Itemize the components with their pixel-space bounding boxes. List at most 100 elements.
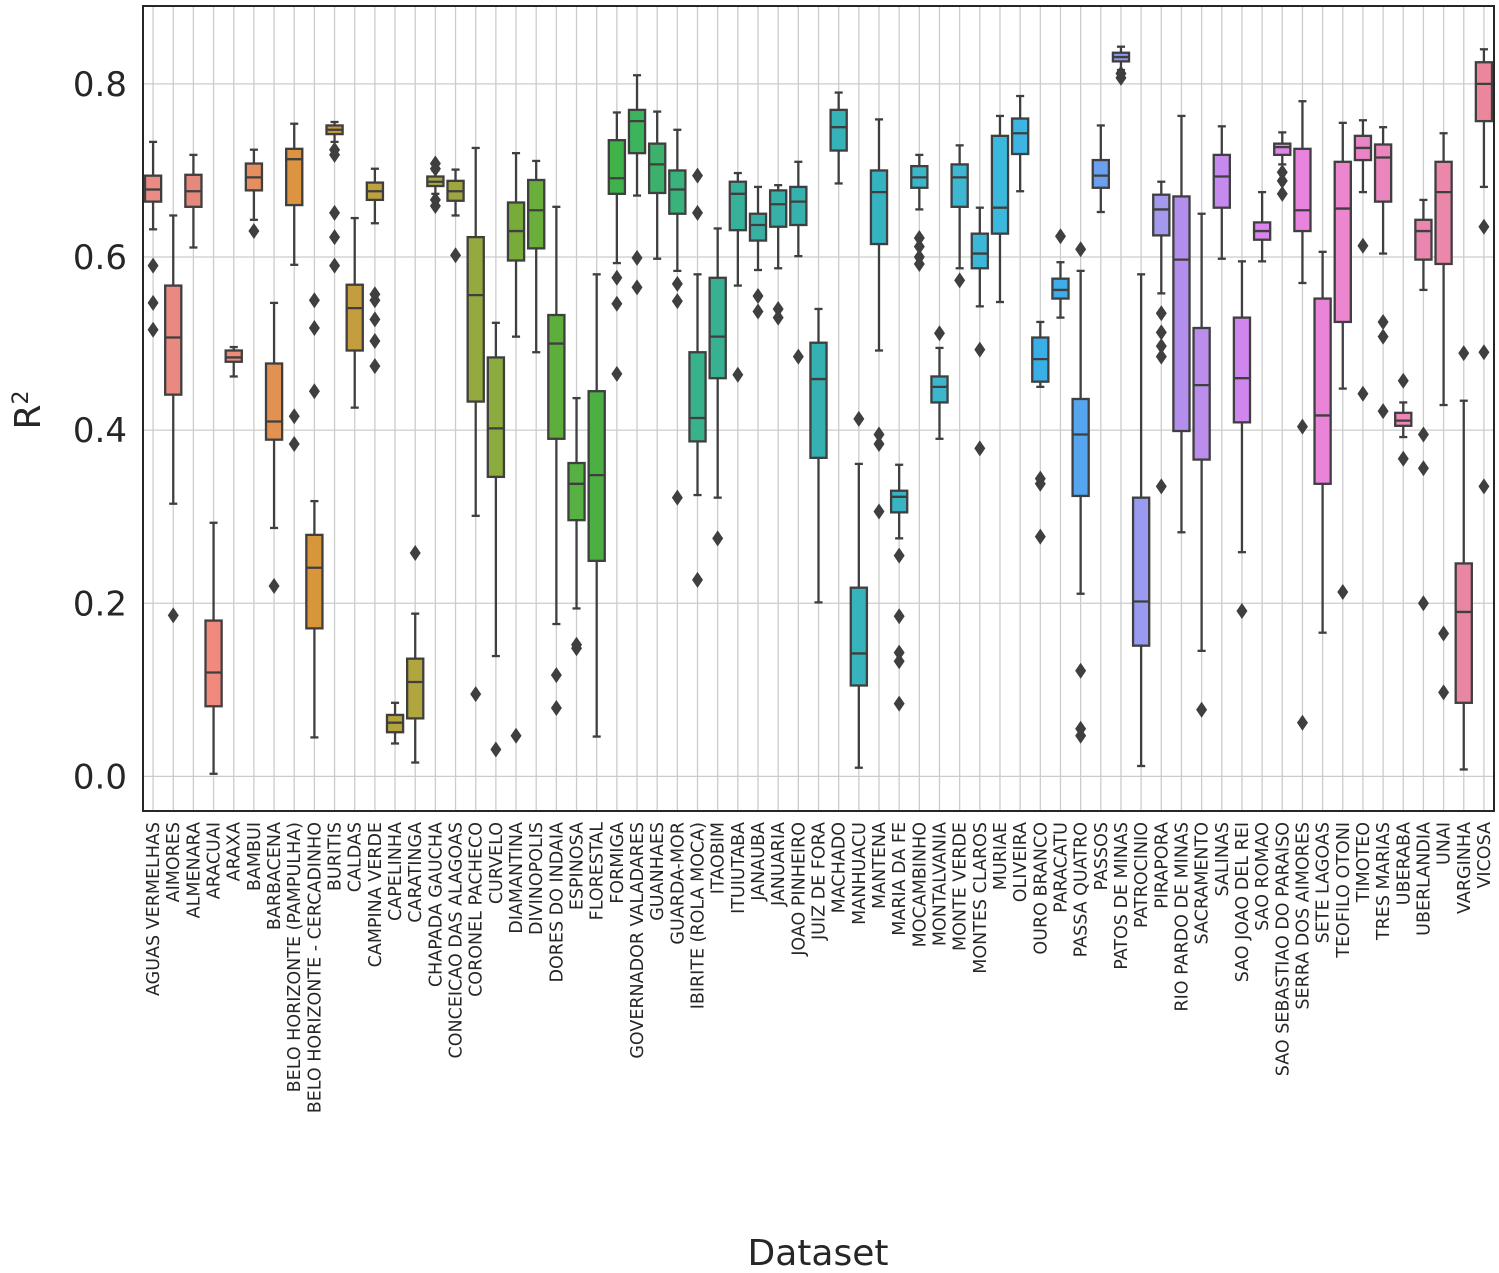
x-tick-label: BAMBUI <box>245 822 265 891</box>
outlier-point <box>631 279 643 296</box>
outlier-point <box>369 292 381 309</box>
box-campina-verde <box>365 167 385 375</box>
outlier-point <box>913 255 925 272</box>
x-tick-label: GUARDA-MOR <box>668 822 688 945</box>
box-montalvania <box>930 325 949 440</box>
iqr-box <box>1071 397 1090 498</box>
iqr-box <box>1474 61 1494 123</box>
x-tick-label: JUIZ DE FORA <box>810 822 830 941</box>
outlier-point <box>1155 324 1167 341</box>
outlier-point <box>550 667 562 684</box>
outlier-point <box>329 204 341 221</box>
x-tick-label: DIVINOPOLIS <box>527 822 547 935</box>
outlier-point <box>611 269 623 286</box>
box-janauba <box>748 185 768 320</box>
box-juiz-de-fora <box>809 307 828 604</box>
iqr-box <box>1152 193 1171 237</box>
x-tick-label: BELO HORIZONTE - CERCADINHO <box>305 822 325 1113</box>
outlier-point <box>550 699 562 716</box>
outlier-point <box>308 383 320 400</box>
outlier-point <box>329 229 341 246</box>
outlier-point <box>1296 714 1308 731</box>
box-chapada-gaucha <box>426 155 445 214</box>
outlier-point <box>792 348 804 365</box>
box-tres-marias <box>1373 126 1393 420</box>
y-axis-title-main: R <box>8 404 49 429</box>
box-divinopolis <box>526 159 546 354</box>
box-monte-verde <box>950 144 969 289</box>
box-governador-valadares <box>627 74 647 296</box>
box-timoteo <box>1353 119 1373 402</box>
outlier-point <box>974 440 986 457</box>
x-tick-label: FORMIGA <box>608 822 628 904</box>
iqr-box <box>869 169 889 246</box>
x-tick-label: ALMENARA <box>184 822 204 918</box>
outlier-point <box>1155 478 1167 495</box>
x-tick-label: TIMOTEO <box>1354 822 1374 903</box>
outlier-point <box>631 249 643 266</box>
box-sao-joao-del-rei <box>1232 260 1252 620</box>
x-tick-label: OURO BRANCO <box>1031 822 1051 955</box>
x-tick-label: SERRA DOS AIMORES <box>1293 822 1313 1010</box>
box-passos <box>1091 124 1111 214</box>
box-sao-sebastiao-do-paraiso <box>1273 131 1292 202</box>
iqr-box <box>748 212 768 242</box>
iqr-box <box>1172 195 1191 433</box>
iqr-box <box>1212 153 1231 209</box>
outlier-point <box>1458 345 1470 362</box>
iqr-box <box>567 461 586 522</box>
x-tick-label: MURIAE <box>991 822 1011 890</box>
x-tick-label: MONTALVANIA <box>930 822 950 946</box>
outlier-point <box>1034 475 1046 492</box>
x-tick-label: VICOSA <box>1475 822 1495 889</box>
outlier-point <box>611 295 623 312</box>
iqr-box <box>1454 562 1473 704</box>
outlier-point <box>1196 701 1208 718</box>
x-tick-label: CAMPINA VERDE <box>366 822 386 967</box>
x-tick-label: OLIVEIRA <box>1011 822 1031 902</box>
outlier-point <box>1417 460 1429 477</box>
y-tick-label-0.4: 0.4 <box>73 411 127 451</box>
outlier-point <box>369 311 381 328</box>
x-tick-label: SAO SEBASTIAO DO PARAISO <box>1273 822 1293 1076</box>
outlier-point <box>732 366 744 383</box>
outlier-point <box>167 607 179 624</box>
iqr-box <box>1414 218 1433 261</box>
iqr-box <box>728 180 748 232</box>
outlier-point <box>671 275 683 292</box>
x-tick-label: ITUIUTABA <box>729 822 749 914</box>
iqr-box <box>950 163 969 208</box>
outlier-point <box>1377 328 1389 345</box>
box-rio-pardo-de-minas <box>1172 114 1191 534</box>
outlier-point <box>1478 344 1490 361</box>
box-capelinha <box>385 701 405 745</box>
box-itaobim <box>708 227 727 547</box>
x-tick-label: MARIA DA FE <box>890 822 910 936</box>
iqr-box <box>849 586 869 687</box>
x-tick-label: TRES MARIAS <box>1374 822 1394 941</box>
box-coronel-pacheco <box>466 146 485 703</box>
box-espinosa <box>567 396 586 657</box>
outlier-point <box>429 197 441 214</box>
iqr-box <box>1313 297 1332 485</box>
box-aracuai <box>204 521 223 775</box>
iqr-box <box>647 142 667 195</box>
iqr-box <box>829 108 848 152</box>
x-tick-label: CARATINGA <box>406 822 426 923</box>
x-tick-label: MONTES CLAROS <box>971 822 991 974</box>
box-buritis <box>325 120 344 274</box>
iqr-box <box>164 284 183 396</box>
box-passa-quatro <box>1071 241 1090 744</box>
iqr-box <box>406 657 425 720</box>
box-joao-pinheiro <box>789 160 808 365</box>
iqr-box <box>1192 326 1211 461</box>
y-tick-label-0.6: 0.6 <box>73 238 127 278</box>
x-tick-label: BELO HORIZONTE (PAMPULHA) <box>285 822 305 1092</box>
outlier-point <box>712 530 724 547</box>
box-aguas-vermelhas <box>143 140 163 338</box>
box-bambui <box>244 148 264 240</box>
iqr-box <box>607 139 627 195</box>
iqr-box <box>204 619 223 708</box>
x-tick-label: VARGINHA <box>1455 822 1475 914</box>
